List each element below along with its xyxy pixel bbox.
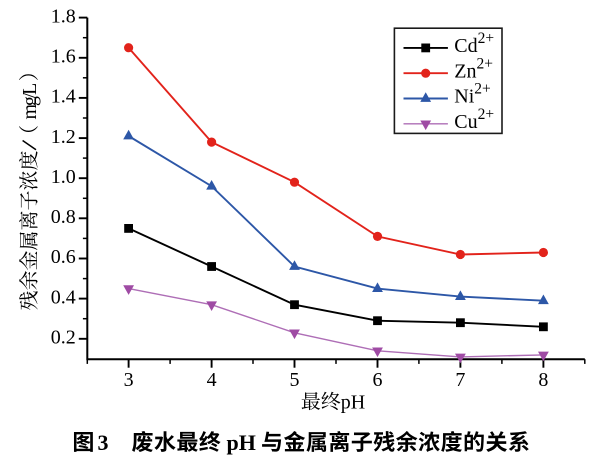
svg-text:pH: pH bbox=[227, 430, 256, 455]
svg-text:3: 3 bbox=[124, 369, 134, 391]
svg-text:0.4: 0.4 bbox=[51, 286, 76, 308]
svg-text:8: 8 bbox=[538, 369, 548, 391]
svg-text:4: 4 bbox=[207, 369, 217, 391]
svg-text:0.2: 0.2 bbox=[51, 327, 76, 349]
svg-text:1.4: 1.4 bbox=[51, 86, 76, 108]
svg-text:1.6: 1.6 bbox=[51, 46, 76, 68]
svg-text:6: 6 bbox=[373, 369, 383, 391]
svg-text:pH: pH bbox=[341, 392, 365, 414]
svg-text:mg/L: mg/L bbox=[19, 83, 41, 120]
svg-text:0.8: 0.8 bbox=[51, 206, 76, 228]
svg-text:0.6: 0.6 bbox=[51, 246, 76, 268]
svg-text:5: 5 bbox=[290, 369, 300, 391]
svg-text:1.8: 1.8 bbox=[51, 5, 76, 27]
svg-text:1.2: 1.2 bbox=[51, 126, 76, 148]
svg-text:3: 3 bbox=[98, 430, 109, 455]
svg-text:1.0: 1.0 bbox=[51, 166, 76, 188]
svg-text:Cd2+: Cd2+ bbox=[454, 30, 494, 57]
svg-text:7: 7 bbox=[455, 369, 465, 391]
